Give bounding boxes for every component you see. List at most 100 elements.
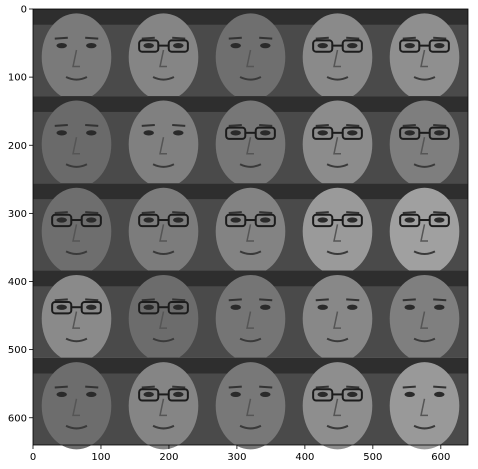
- right-brow-shape: [259, 298, 273, 302]
- right-eye-shape: [434, 391, 445, 398]
- nose-shape: [420, 398, 428, 417]
- right-brow-shape: [172, 123, 186, 127]
- nose-shape: [246, 311, 254, 329]
- left-eye-shape: [56, 391, 67, 398]
- face-tile: [294, 183, 381, 275]
- right-brow-shape: [172, 211, 186, 215]
- nose-shape: [159, 311, 167, 329]
- left-brow-shape: [141, 298, 155, 302]
- left-eye-shape: [404, 130, 415, 136]
- left-brow-shape: [315, 36, 329, 40]
- left-eye-shape: [56, 43, 67, 49]
- mouth-shape: [65, 337, 88, 343]
- right-brow-shape: [172, 298, 186, 302]
- nose-shape: [159, 137, 167, 155]
- left-brow-shape: [228, 385, 242, 389]
- nose-shape: [159, 49, 167, 68]
- left-brow-shape: [54, 385, 68, 389]
- right-brow-shape: [259, 123, 273, 127]
- nose-shape: [159, 224, 167, 242]
- mouth-shape: [413, 76, 436, 81]
- nose-shape: [159, 398, 167, 417]
- face-shape: [302, 13, 373, 101]
- right-brow-shape: [259, 385, 273, 389]
- face-shape: [215, 13, 286, 101]
- mouth-shape: [152, 424, 175, 430]
- left-eye-shape: [56, 130, 67, 136]
- face-tile: [33, 183, 120, 275]
- mouth-shape: [239, 424, 262, 430]
- right-brow-shape: [346, 211, 360, 215]
- right-eye-shape: [260, 43, 271, 49]
- mouth-shape: [413, 250, 436, 256]
- right-eye-shape: [173, 217, 184, 223]
- face-shape: [215, 362, 286, 450]
- y-tick-label: 500: [8, 345, 27, 356]
- face-shape: [389, 274, 460, 363]
- left-eye-shape: [143, 217, 154, 223]
- nose-shape: [420, 311, 428, 329]
- face-tile: [207, 96, 294, 188]
- right-brow-shape: [346, 298, 360, 302]
- mouth-shape: [413, 337, 436, 343]
- left-brow-shape: [315, 298, 329, 302]
- mouth-shape: [326, 163, 349, 168]
- nose-shape: [333, 49, 341, 68]
- right-eye-shape: [347, 43, 358, 49]
- x-axis-ticks: 0 100 200 300 400 500 600: [30, 445, 450, 463]
- right-eye-shape: [347, 304, 358, 310]
- mouth-shape: [326, 424, 349, 430]
- face-tile: [120, 270, 207, 363]
- right-brow-shape: [259, 36, 273, 40]
- nose-shape: [333, 137, 341, 155]
- nose-shape: [420, 137, 428, 155]
- left-brow-shape: [315, 385, 329, 389]
- face-shape: [302, 187, 373, 275]
- face-shape: [389, 187, 460, 275]
- right-brow-shape: [85, 298, 99, 302]
- mouth-shape: [65, 250, 88, 256]
- left-eye-shape: [317, 43, 328, 49]
- face-tile: [381, 9, 468, 101]
- face-shape: [302, 100, 373, 188]
- right-eye-shape: [173, 130, 184, 136]
- mouth-shape: [152, 250, 175, 256]
- left-brow-shape: [141, 385, 155, 389]
- mouth-shape: [239, 250, 262, 256]
- right-eye-shape: [86, 130, 97, 136]
- left-eye-shape: [56, 217, 67, 223]
- right-brow-shape: [433, 211, 447, 215]
- face-tile: [33, 270, 120, 363]
- mouth-shape: [413, 424, 436, 430]
- face-shape: [215, 274, 286, 363]
- right-eye-shape: [434, 43, 445, 49]
- y-axis-ticks: 0 100 200 300 400 500 600: [8, 5, 33, 424]
- mouth-shape: [152, 337, 175, 343]
- left-brow-shape: [315, 211, 329, 215]
- mouth-shape: [152, 163, 175, 168]
- face-tile: [294, 357, 381, 450]
- nose-shape: [72, 137, 80, 155]
- right-eye-shape: [86, 391, 97, 398]
- face-tile: [294, 9, 381, 101]
- mouth-shape: [65, 163, 88, 168]
- left-brow-shape: [228, 211, 242, 215]
- left-eye-shape: [143, 130, 154, 136]
- right-brow-shape: [85, 36, 99, 40]
- face-tile: [294, 96, 381, 188]
- face-shape: [41, 187, 112, 275]
- x-tick-label: 200: [159, 452, 178, 463]
- left-eye-shape: [230, 217, 241, 223]
- right-eye-shape: [434, 130, 445, 136]
- face-shape: [41, 362, 112, 450]
- left-eye-shape: [404, 43, 415, 49]
- left-brow-shape: [228, 36, 242, 40]
- right-brow-shape: [259, 211, 273, 215]
- face-shape: [302, 362, 373, 450]
- face-tiles: [33, 9, 468, 450]
- left-eye-shape: [143, 43, 154, 49]
- left-eye-shape: [143, 304, 154, 310]
- face-shape: [128, 187, 199, 275]
- right-eye-shape: [260, 130, 271, 136]
- right-brow-shape: [346, 123, 360, 127]
